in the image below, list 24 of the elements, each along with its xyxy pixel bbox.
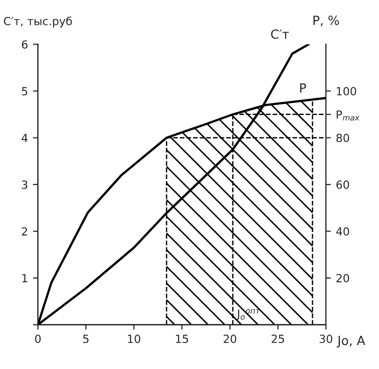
y-tick-label: 6	[22, 40, 28, 49]
x-tick-label: 30	[320, 334, 332, 344]
x-tick-label: 0	[35, 334, 41, 344]
y-tick-label: 1	[22, 274, 28, 282]
y2-tick-label: 20	[336, 274, 350, 282]
y-axis-title: C′т, тыс.руб	[4, 16, 72, 28]
y-tick-label: 3	[22, 180, 28, 189]
y2-tick-label: 60	[336, 180, 350, 189]
y-tick-label: 5	[22, 87, 28, 96]
y-tick-label: 2	[22, 227, 28, 236]
series-label: P	[300, 83, 306, 92]
x-tick-label: 5	[83, 334, 88, 344]
y2-tick-label: 80	[336, 134, 350, 142]
y2-tick-label: P$_{max}$	[336, 110, 360, 121]
x-tick-label: 15	[176, 334, 188, 344]
y2-tick-label: 40	[336, 227, 350, 236]
x-tick-label: 20	[224, 334, 236, 344]
x-tick-label: 25	[272, 334, 284, 344]
x-axis-title: Jо, А	[336, 336, 366, 348]
y-tick-label: 4	[22, 134, 28, 142]
series-label: C′т	[271, 29, 289, 39]
y2-tick-label: 100	[336, 86, 356, 96]
y2-axis-title: P, %	[313, 16, 339, 26]
x-tick-label: 10	[128, 334, 140, 344]
